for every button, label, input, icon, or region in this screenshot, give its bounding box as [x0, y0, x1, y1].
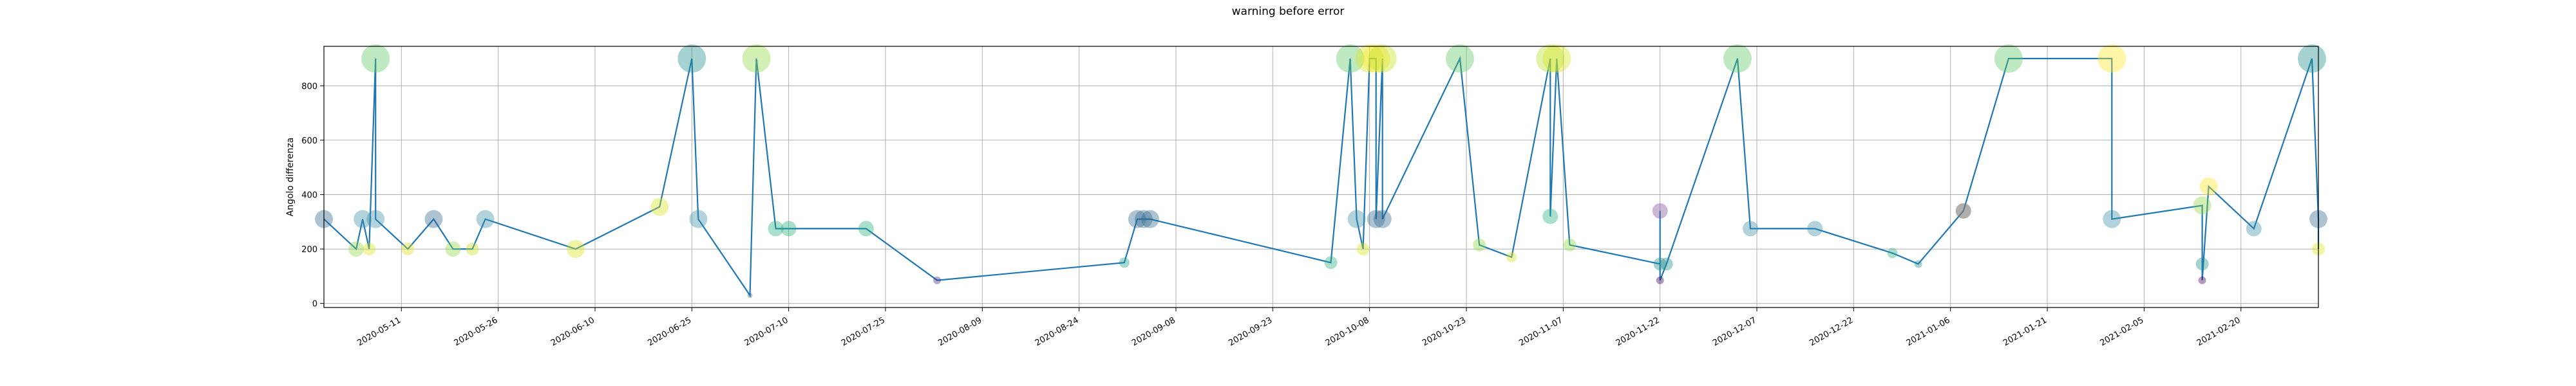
data-point — [858, 221, 874, 237]
data-point — [354, 210, 372, 228]
data-point — [1336, 44, 1365, 73]
data-point — [742, 44, 771, 73]
x-tick-label: 2020-06-10 — [549, 315, 596, 348]
data-point — [677, 44, 706, 73]
data-point — [1373, 210, 1392, 228]
data-point — [650, 198, 669, 216]
data-point — [363, 243, 376, 256]
data-point — [401, 243, 415, 256]
data-point — [1955, 203, 1971, 219]
data-point — [2297, 44, 2326, 73]
data-point — [1887, 248, 1898, 259]
data-point — [1367, 210, 1385, 228]
y-tick-label: 400 — [301, 190, 317, 200]
data-point — [2098, 44, 2126, 73]
x-tick-label: 2020-09-08 — [1130, 315, 1177, 348]
data-point — [1542, 44, 1571, 73]
x-tick-label: 2020-05-11 — [355, 315, 402, 348]
y-tick-label: 200 — [301, 245, 317, 255]
data-point — [1542, 208, 1558, 225]
data-point — [1653, 257, 1667, 271]
x-tick-label: 2021-02-05 — [2098, 315, 2145, 348]
data-point — [1473, 238, 1486, 252]
data-point — [1652, 203, 1668, 219]
x-tick-label: 2020-05-26 — [453, 315, 500, 348]
data-point — [1119, 257, 1130, 268]
data-point — [1506, 252, 1517, 262]
x-tick-label: 2021-01-06 — [1905, 315, 1952, 348]
data-point — [1914, 260, 1922, 268]
data-point — [933, 276, 942, 284]
grid-layer — [324, 46, 2318, 308]
data-point — [476, 210, 495, 228]
data-point — [2198, 276, 2206, 284]
x-tick-label: 2021-02-20 — [2195, 315, 2242, 348]
x-tick-label: 2021-01-21 — [2002, 315, 2049, 348]
data-point — [1656, 276, 1664, 284]
series-line — [323, 56, 2320, 298]
chart-title: warning before error — [1231, 5, 1345, 18]
y-tick-label: 0 — [312, 300, 317, 309]
data-point — [689, 210, 708, 228]
data-point — [2246, 221, 2262, 237]
data-point — [2193, 196, 2211, 215]
data-point — [1361, 44, 1390, 73]
x-tick-label: 2020-08-24 — [1034, 315, 1081, 348]
data-point — [566, 240, 585, 259]
data-point — [361, 44, 390, 73]
data-point — [2199, 177, 2218, 196]
data-point — [1141, 210, 1159, 228]
data-point — [1807, 221, 1823, 237]
data-point — [348, 241, 365, 257]
data-point — [768, 221, 784, 237]
data-point — [1563, 238, 1577, 252]
data-point — [1743, 221, 1759, 237]
data-point — [424, 210, 443, 228]
data-point — [1955, 203, 1971, 219]
axes-layer: 0 200 400 600 800 2020-05-11 2020-05-26 2020-06… — [285, 46, 2319, 348]
data-point — [1355, 44, 1384, 73]
data-point — [1723, 44, 1752, 73]
y-tick-label: 600 — [301, 136, 317, 146]
data-point — [1356, 243, 1370, 256]
data-point — [781, 221, 797, 237]
data-point — [1445, 44, 1474, 73]
data-point — [1347, 210, 1366, 228]
x-tick-label: 2020-10-08 — [1324, 315, 1371, 348]
data-point — [2103, 210, 2121, 228]
y-axis-label: Angolo differenza — [285, 138, 296, 217]
line-layer — [323, 56, 2320, 298]
data-point — [1134, 210, 1153, 228]
x-tick-label: 2020-12-22 — [1808, 315, 1855, 348]
data-point — [445, 241, 461, 257]
data-point — [1536, 44, 1565, 73]
data-point — [466, 243, 479, 256]
data-point — [2195, 257, 2209, 271]
data-point — [1660, 257, 1673, 271]
x-tick-label: 2020-11-07 — [1517, 315, 1564, 348]
data-point — [747, 292, 753, 298]
x-tick-label: 2020-06-25 — [646, 315, 693, 348]
data-point — [1324, 256, 1338, 270]
plot-frame — [323, 46, 2319, 308]
y-tick-label: 800 — [301, 82, 317, 91]
x-tick-label: 2020-07-25 — [840, 315, 887, 348]
x-tick-label: 2020-11-22 — [1615, 315, 1662, 348]
data-point — [1128, 210, 1146, 228]
x-tick-label: 2020-08-09 — [936, 315, 983, 348]
x-tick-label: 2020-09-23 — [1227, 315, 1274, 348]
x-tick-label: 2020-12-07 — [1711, 315, 1758, 348]
data-point — [1368, 44, 1397, 73]
x-tick-label: 2020-07-10 — [743, 315, 790, 348]
data-point — [1994, 44, 2023, 73]
points-layer — [315, 44, 2327, 298]
x-tick-label: 2020-10-23 — [1421, 315, 1468, 348]
data-point — [366, 210, 385, 228]
